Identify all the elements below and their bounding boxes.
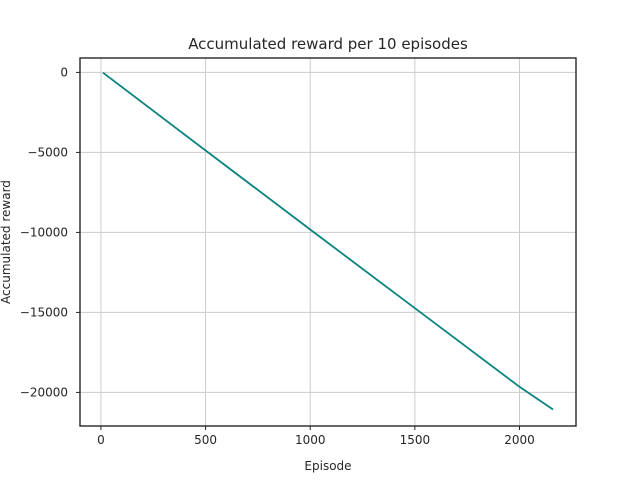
x-tick-label: 1000 xyxy=(295,433,326,447)
y-axis: 0 −5000 −10000 −15000 −20000 xyxy=(20,65,80,399)
y-tick-label: −15000 xyxy=(20,305,68,319)
series-line xyxy=(102,71,554,411)
y-tick-label: −5000 xyxy=(27,145,68,159)
series-layer xyxy=(102,71,554,411)
x-tick-label: 500 xyxy=(194,433,217,447)
y-tick-label: −20000 xyxy=(20,385,68,399)
x-axis-label: Episode xyxy=(304,459,351,473)
plot-frame xyxy=(79,57,577,427)
x-axis: 0 500 1000 1500 2000 xyxy=(97,426,535,447)
x-tick-label: 1500 xyxy=(400,433,431,447)
chart-title: Accumulated reward per 10 episodes xyxy=(188,35,468,53)
y-axis-label: Accumulated reward xyxy=(0,180,13,304)
x-tick-label: 2000 xyxy=(504,433,535,447)
y-tick-label: 0 xyxy=(60,65,68,79)
grid xyxy=(80,58,576,426)
x-tick-label: 0 xyxy=(97,433,105,447)
y-tick-label: −10000 xyxy=(20,225,68,239)
